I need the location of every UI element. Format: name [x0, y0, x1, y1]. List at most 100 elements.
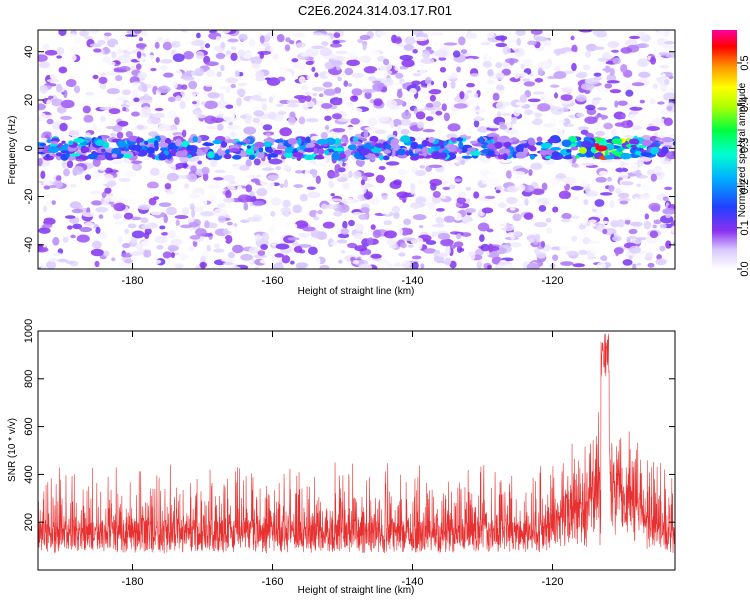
spectrogram-cell [465, 221, 478, 227]
spectrogram-cell [588, 219, 597, 223]
spectrogram-cell [414, 169, 427, 177]
spectrogram-cell [513, 231, 522, 237]
spectrogram-cell [191, 209, 196, 218]
spectrogram-cell [324, 125, 330, 130]
spectrogram-cell [312, 32, 324, 36]
spectrogram-band-cell [305, 144, 311, 148]
spectrogram-cell [346, 59, 360, 67]
spectrogram-band-cell [297, 137, 302, 146]
spectrogram-cell [236, 88, 246, 96]
spectrogram-cell [66, 160, 74, 169]
spectrogram-cell [558, 119, 566, 124]
spectrogram-cell [440, 238, 454, 247]
spectrogram-cell [141, 83, 148, 93]
spectrogram-cell [466, 58, 475, 63]
spectrogram-cell [638, 71, 651, 78]
spectrogram-cell [535, 251, 547, 259]
spectrogram-cell [393, 257, 398, 264]
spectrogram-cell [125, 183, 131, 189]
spectrogram-cell [416, 179, 425, 185]
spectrogram-cell [400, 128, 410, 135]
spectrogram-cell [644, 213, 650, 220]
spectrogram-cell [135, 63, 142, 70]
spectrogram-band-cell [561, 139, 572, 148]
spectrogram-band-cell [369, 135, 379, 143]
spectrogram-cell [283, 179, 289, 188]
spectrogram-cell [456, 66, 461, 73]
spectrogram-cell [42, 174, 54, 182]
spectrogram-cell [441, 103, 447, 112]
spectrogram-cell [148, 131, 159, 137]
spectrogram-cell [617, 192, 630, 199]
spectrogram-cell [473, 191, 480, 199]
spectrogram-cell [511, 42, 518, 51]
spectrogram-cell [474, 109, 487, 113]
spectrogram-cell [223, 228, 229, 235]
spectrogram-cell [600, 192, 613, 196]
spectrogram-cell [328, 198, 343, 202]
spectrogram-cell [215, 52, 226, 60]
spectrogram-cell [450, 80, 456, 89]
spectrogram-cell [666, 134, 675, 138]
spectrogram-cell [662, 207, 675, 215]
spectrogram-band-cell [267, 148, 274, 154]
spectrogram-band-cell [47, 146, 60, 154]
spectrogram-cell [156, 244, 164, 250]
spectrogram-cell [58, 217, 63, 227]
spectrogram-cell [552, 206, 559, 213]
spectrogram-cell [522, 114, 529, 123]
spectrogram-band-cell [603, 155, 615, 160]
spectrogram-cell [73, 85, 81, 94]
spectrogram-cell [529, 44, 534, 49]
spectrogram-cell [424, 76, 432, 85]
spectrogram-cell [361, 88, 376, 94]
spectrogram-cell [512, 213, 522, 222]
spectrogram-cell [227, 251, 236, 259]
spectrogram-cell [113, 202, 126, 212]
spectrogram-band-cell [421, 146, 429, 155]
spectrogram-band-cell [440, 144, 445, 150]
spectrogram-cell [132, 165, 139, 170]
spectrogram-cell [280, 207, 291, 214]
spectrogram-band-cell [333, 147, 345, 152]
spectrogram-cell [200, 255, 207, 264]
spectrogram-cell [160, 58, 173, 64]
spectrogram-cell [404, 36, 417, 45]
spectrogram-cell [435, 207, 445, 212]
spectrogram-cell [304, 169, 309, 179]
colorbar-tick-label: 0.1 [739, 220, 750, 235]
snr-y-tick-label: 200 [23, 513, 35, 531]
spectrogram-cell [226, 221, 233, 226]
spectrogram-cell [225, 50, 232, 55]
spectrogram-cell [448, 167, 459, 175]
spectrogram-cell [352, 170, 362, 179]
spectrogram-band-cell [650, 146, 659, 155]
spectrogram-cell [475, 248, 484, 256]
spectrogram-cell [268, 96, 273, 104]
spectrogram-x-tick-label: -180 [121, 275, 143, 287]
spectrogram-cell [501, 68, 511, 76]
spectrogram-cell [175, 255, 182, 261]
spectrogram-cell [310, 229, 322, 239]
spectrogram-cell [38, 103, 46, 111]
spectrogram-cell [481, 178, 493, 185]
spectrogram-cell [164, 182, 172, 190]
spectrogram-cell [423, 248, 437, 254]
spectrogram-cell [530, 30, 543, 35]
spectrogram-cell [615, 247, 620, 257]
spectrogram-cell [465, 198, 471, 205]
spectrogram-band-cell [529, 154, 535, 160]
spectrogram-cell [459, 248, 465, 252]
spectrogram-cell [150, 72, 158, 77]
spectrogram-cell [163, 215, 168, 224]
spectrogram-cell [659, 64, 670, 69]
spectrogram-cell [613, 232, 619, 237]
spectrogram-band-cell [101, 148, 106, 153]
spectrogram-cell [60, 99, 75, 109]
spectrogram-cell [236, 97, 242, 107]
spectrogram-cell [181, 168, 186, 176]
spectrogram-cell [372, 82, 383, 92]
spectrogram-cell [585, 104, 596, 111]
spectrogram-cell [616, 52, 625, 58]
spectrogram-cell [481, 207, 494, 214]
